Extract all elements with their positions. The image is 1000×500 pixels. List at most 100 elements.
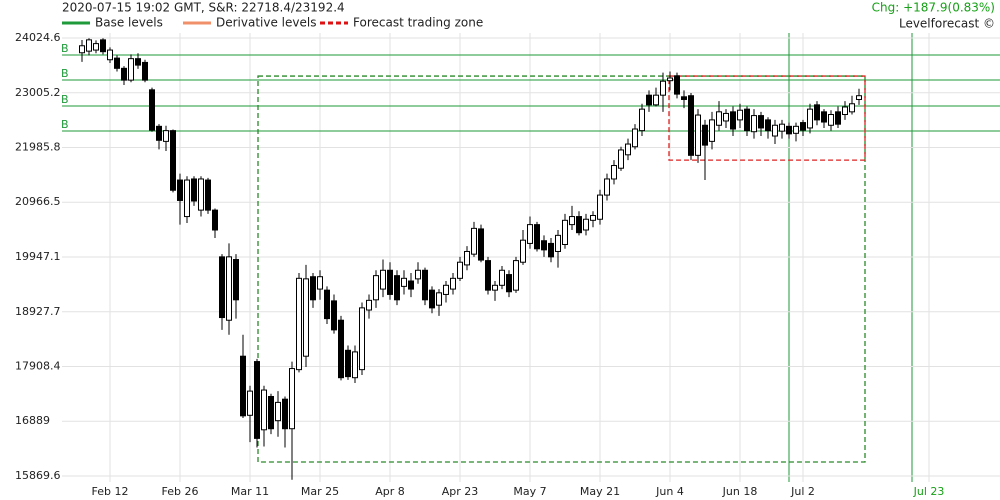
- candle-body: [429, 289, 435, 309]
- candle-body: [583, 218, 589, 231]
- candle-body: [212, 209, 218, 231]
- candle-body: [387, 269, 393, 295]
- candle-body: [513, 260, 519, 291]
- candle-body: [842, 106, 848, 116]
- candle-body: [772, 124, 778, 137]
- candle-body: [814, 104, 820, 121]
- candle-body: [464, 250, 470, 266]
- candle-body: [310, 276, 316, 301]
- candle-body: [576, 216, 582, 234]
- candle-body: [149, 89, 155, 131]
- candle-body: [373, 275, 379, 301]
- candle-body: [226, 256, 232, 321]
- candle-body: [765, 119, 771, 132]
- candle-body: [478, 228, 484, 261]
- candle-body: [100, 39, 106, 53]
- candle-body: [541, 240, 547, 251]
- base-level-label: B: [61, 93, 69, 106]
- candle-body: [674, 75, 680, 95]
- candle-body: [646, 94, 652, 106]
- candle-body: [618, 149, 624, 169]
- candle-body: [751, 115, 757, 133]
- header-info: 2020-07-15 19:02 GMT, S&R: 22718.4/23192…: [62, 1, 345, 15]
- candle-body: [289, 368, 295, 430]
- candle-body: [380, 269, 386, 290]
- change: Chg: +187.9(0.83%): [872, 1, 995, 15]
- candle-body: [849, 103, 855, 113]
- candle-body: [807, 108, 813, 129]
- x-tick-label: May 7: [513, 485, 546, 498]
- forecast-zone: [668, 75, 866, 161]
- y-tick-label: 19947.1: [15, 250, 61, 263]
- brand: Levelforecast ©: [899, 17, 995, 31]
- candle-body: [835, 111, 841, 125]
- candle-body: [597, 194, 603, 220]
- x-tick-label: Jun 18: [722, 485, 758, 498]
- forecast-zone: [257, 75, 866, 463]
- candle-body: [79, 45, 85, 54]
- candle-body: [436, 292, 442, 306]
- y-tick-label: 20966.5: [15, 195, 61, 208]
- candle-body: [632, 128, 638, 148]
- candle-body: [415, 269, 421, 280]
- legend-label: Derivative levels: [216, 16, 316, 30]
- candle-body: [240, 355, 246, 417]
- x-tick-label: Feb 26: [162, 485, 199, 498]
- candle-body: [737, 109, 743, 121]
- candle-body: [352, 351, 358, 379]
- candle-body: [198, 178, 204, 211]
- x-tick-label: Jul 2: [790, 485, 815, 498]
- candle-body: [695, 114, 701, 156]
- candle-body: [121, 67, 127, 81]
- y-tick-label: 23005.2: [15, 86, 61, 99]
- candle-body: [324, 289, 330, 320]
- candle-body: [156, 125, 162, 141]
- x-tick-label: Jul 23: [913, 485, 945, 498]
- candle-body: [856, 95, 862, 100]
- candle-body: [555, 234, 561, 252]
- candle-body: [247, 390, 253, 416]
- legend-label: Forecast trading zone: [353, 16, 483, 30]
- legend-label: Base levels: [95, 16, 163, 30]
- candle-body: [730, 111, 736, 130]
- candle-body: [660, 80, 666, 96]
- candle-body: [828, 114, 834, 126]
- candle-body: [394, 275, 400, 301]
- candle-body: [135, 58, 141, 66]
- candle-body: [184, 179, 190, 218]
- y-tick-label: 17908.4: [15, 359, 61, 372]
- candle-body: [744, 108, 750, 132]
- base-level-label: B: [61, 42, 69, 55]
- y-tick-label: 16889: [15, 414, 50, 427]
- candle-body: [499, 269, 505, 286]
- candle-body: [625, 143, 631, 156]
- candle-body: [723, 112, 729, 122]
- candle-body: [170, 130, 176, 191]
- candle-body: [233, 259, 239, 301]
- candle-body: [450, 277, 456, 290]
- candle-body: [758, 115, 764, 129]
- candle-body: [562, 219, 568, 245]
- candle-body: [520, 239, 526, 263]
- y-tick-label: 15869.6: [15, 469, 61, 482]
- candle-body: [688, 95, 694, 156]
- x-tick-label: Mar 11: [231, 485, 269, 498]
- candle-body: [114, 57, 120, 69]
- candle-body: [457, 261, 463, 279]
- candle-body: [345, 349, 351, 378]
- candle-body: [366, 299, 372, 311]
- candle-body: [219, 256, 225, 319]
- candle-body: [681, 96, 687, 100]
- base-level-label: B: [61, 118, 69, 131]
- candle-body: [296, 277, 302, 371]
- candle-body: [639, 108, 645, 132]
- candle-body: [471, 227, 477, 255]
- candle-body: [275, 401, 281, 422]
- candle-body: [191, 178, 197, 202]
- x-tick-label: Apr 23: [442, 485, 479, 498]
- candle-body: [254, 361, 260, 439]
- candle-body: [611, 165, 617, 180]
- candle-body: [177, 179, 183, 201]
- candle-body: [793, 125, 799, 134]
